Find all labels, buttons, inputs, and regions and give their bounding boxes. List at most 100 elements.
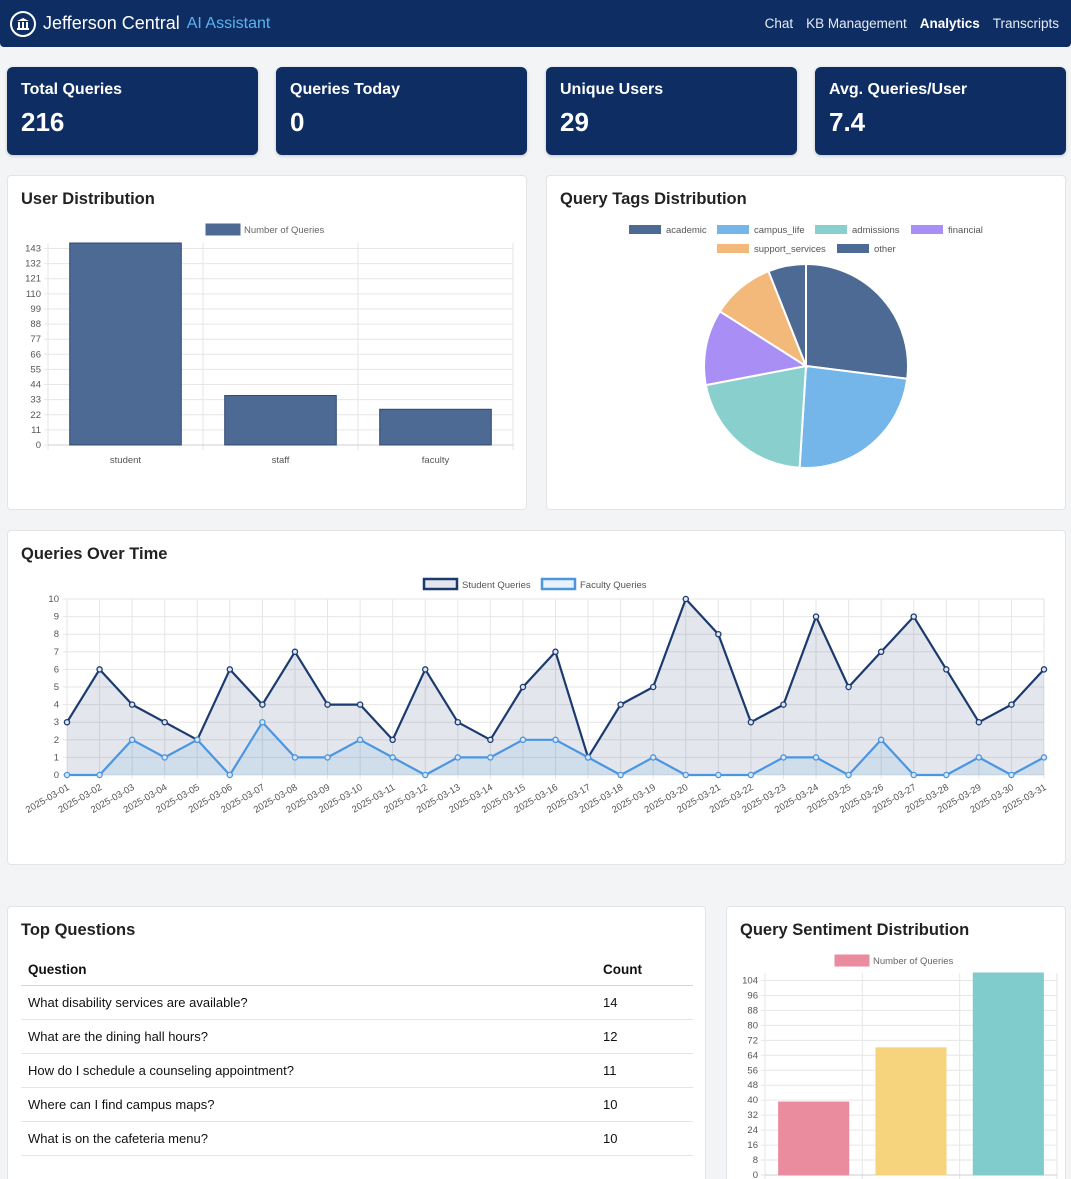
table-row: How do I schedule a counseling appointme… bbox=[21, 1053, 693, 1088]
y-tick-label: 32 bbox=[747, 1110, 758, 1121]
question-cell: How do I schedule a counseling appointme… bbox=[21, 1053, 596, 1088]
data-point bbox=[747, 771, 755, 779]
nav-link-chat[interactable]: Chat bbox=[764, 16, 794, 31]
y-tick-label: 110 bbox=[26, 289, 41, 300]
y-tick-label: 0 bbox=[54, 770, 59, 781]
data-point bbox=[780, 754, 787, 761]
university-logo-icon bbox=[10, 10, 36, 37]
user-distribution-card: User Distribution Number of Queries 0 11 22… bbox=[7, 175, 527, 510]
y-tick-label: 10 bbox=[48, 594, 59, 605]
data-point bbox=[943, 771, 950, 779]
legend-swatch bbox=[629, 225, 661, 234]
data-point bbox=[1008, 771, 1015, 779]
y-tick-label: 88 bbox=[747, 1005, 758, 1016]
y-tick-label: 40 bbox=[747, 1095, 758, 1106]
data-point bbox=[845, 683, 852, 691]
question-cell: What is on the cafeteria menu? bbox=[21, 1121, 596, 1156]
y-tick-label: 3 bbox=[54, 717, 59, 728]
bar bbox=[69, 242, 182, 446]
top-questions-table: Question Count What disability services … bbox=[21, 955, 693, 1156]
bar bbox=[224, 395, 337, 446]
y-tick-label: 66 bbox=[30, 349, 41, 360]
table-header-row: Question Count bbox=[21, 955, 693, 986]
queries-over-time-chart: Student Queries Faculty Queries 0 1 2 3 4 5 6 7 8 9… bbox=[24, 577, 1049, 816]
count-cell: 10 bbox=[596, 1087, 693, 1122]
data-point bbox=[291, 754, 299, 761]
question-cell: What are the dining hall hours? bbox=[21, 1019, 596, 1054]
brand[interactable]: Jefferson Central AI Assistant bbox=[10, 10, 271, 37]
bar bbox=[379, 408, 492, 446]
data-point bbox=[324, 701, 331, 708]
y-tick-label: 99 bbox=[30, 304, 41, 315]
y-tick-label: 0 bbox=[36, 440, 41, 451]
y-tick-label: 0 bbox=[753, 1170, 758, 1179]
data-point bbox=[259, 701, 266, 708]
data-point bbox=[128, 736, 136, 744]
data-point bbox=[812, 613, 820, 620]
legend-swatch bbox=[815, 225, 847, 234]
series-area bbox=[67, 722, 1044, 775]
data-point bbox=[291, 648, 299, 656]
y-tick-label: 7 bbox=[54, 647, 59, 658]
user-distribution-chart: Number of Queries 0 11 22 33 44 55 66 77 88 99 110 1… bbox=[25, 223, 514, 466]
data-point bbox=[1040, 754, 1048, 761]
legend-label: financial bbox=[948, 225, 983, 236]
nav-links: Chat KB Management Analytics Transcripts bbox=[765, 0, 1059, 47]
data-point bbox=[780, 701, 787, 708]
stat-label: Unique Users bbox=[560, 81, 664, 98]
count-cell: 14 bbox=[596, 985, 693, 1020]
table-row: Where can I find campus maps? 10 bbox=[21, 1087, 693, 1122]
x-tick-label: staff bbox=[272, 455, 290, 466]
queries-over-time-card: Queries Over Time Student Queries Faculty… bbox=[7, 530, 1066, 865]
data-point bbox=[552, 648, 559, 656]
legend-label: Faculty Queries bbox=[580, 580, 647, 591]
card-title: Query Tags Distribution bbox=[560, 190, 747, 208]
y-tick-label: 1 bbox=[54, 752, 59, 763]
top-questions-card: Top Questions Question Count What disabi… bbox=[7, 906, 706, 1179]
data-point bbox=[96, 771, 103, 779]
y-tick-label: 121 bbox=[25, 274, 41, 285]
legend-label: support_services bbox=[754, 244, 826, 255]
y-tick-label: 9 bbox=[54, 612, 59, 623]
data-point bbox=[552, 736, 559, 744]
data-point bbox=[812, 754, 820, 761]
data-point bbox=[584, 754, 592, 761]
brand-name: Jefferson Central bbox=[43, 13, 180, 33]
y-tick-label: 72 bbox=[747, 1035, 758, 1046]
bar bbox=[972, 972, 1044, 1176]
legend-label: campus_life bbox=[754, 225, 805, 236]
y-tick-label: 132 bbox=[25, 259, 41, 270]
data-point bbox=[649, 683, 657, 691]
nav-link-kb-management[interactable]: KB Management bbox=[806, 16, 907, 31]
data-point bbox=[1008, 701, 1015, 708]
brand-subtitle: AI Assistant bbox=[186, 14, 271, 32]
stat-card-avg-queries-per-user: Avg. Queries/User 7.4 bbox=[815, 67, 1066, 155]
data-point bbox=[975, 718, 983, 726]
y-tick-label: 55 bbox=[30, 364, 41, 375]
table-row: What disability services are available? … bbox=[21, 985, 693, 1020]
y-tick-label: 22 bbox=[30, 410, 41, 421]
question-cell: Where can I find campus maps? bbox=[21, 1087, 596, 1122]
stat-label: Total Queries bbox=[21, 81, 123, 98]
data-point bbox=[421, 771, 429, 779]
stat-value: 7.4 bbox=[829, 107, 866, 137]
nav-link-transcripts[interactable]: Transcripts bbox=[992, 16, 1059, 31]
data-point bbox=[910, 771, 917, 779]
data-point bbox=[96, 666, 103, 673]
data-point bbox=[128, 701, 136, 708]
stat-label: Avg. Queries/User bbox=[829, 81, 968, 98]
y-tick-label: 16 bbox=[747, 1140, 758, 1151]
count-cell: 11 bbox=[596, 1053, 693, 1088]
stat-card-queries-today: Queries Today 0 bbox=[276, 67, 527, 155]
y-tick-label: 64 bbox=[747, 1050, 758, 1061]
nav-link-analytics[interactable]: Analytics bbox=[919, 16, 980, 31]
y-tick-label: 44 bbox=[30, 380, 41, 391]
data-point bbox=[356, 701, 364, 708]
count-cell: 12 bbox=[596, 1019, 693, 1054]
top-navbar: Jefferson Central AI Assistant Chat KB M… bbox=[0, 0, 1071, 47]
card-title: User Distribution bbox=[21, 190, 155, 208]
data-point bbox=[910, 613, 917, 620]
data-point bbox=[845, 771, 852, 779]
x-tick-label: faculty bbox=[422, 455, 450, 466]
legend-swatch bbox=[205, 223, 241, 236]
